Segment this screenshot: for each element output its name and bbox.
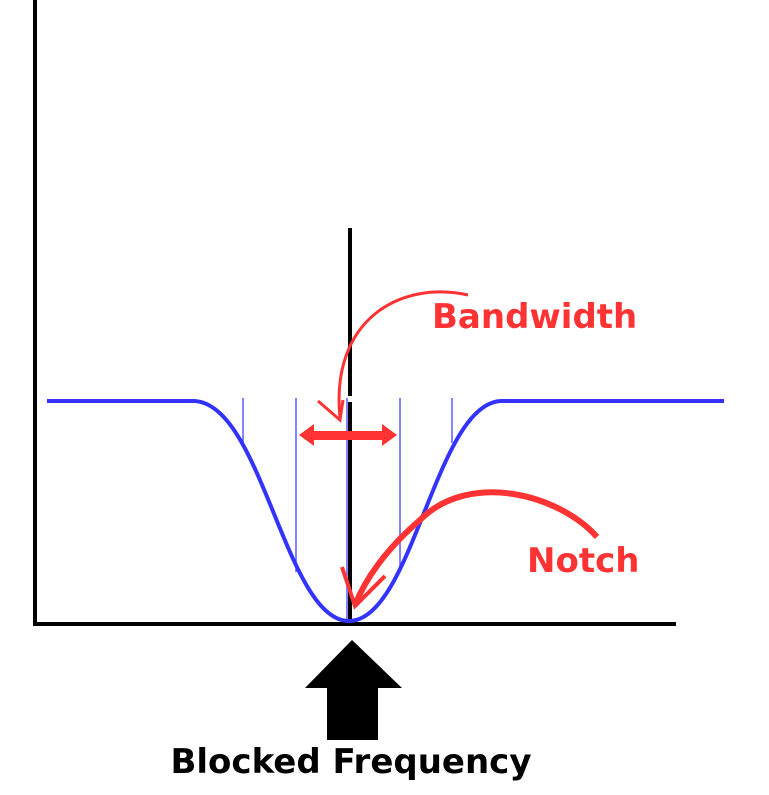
notch-pointer-arrowhead — [340, 566, 387, 610]
bandwidth-pointer-arc — [337, 290, 469, 419]
notch-pointer-arc — [352, 489, 600, 607]
bandwidth-label: Bandwidth — [432, 297, 637, 337]
notch-response-curve — [47, 399, 724, 624]
blocked-frequency-label: Blocked Frequency — [170, 742, 531, 782]
notch-label: Notch — [527, 541, 639, 581]
blocked-frequency-arrow-icon — [305, 640, 402, 740]
bandwidth-arrow — [299, 424, 397, 446]
bandwidth-pointer-arrowhead — [317, 399, 345, 423]
